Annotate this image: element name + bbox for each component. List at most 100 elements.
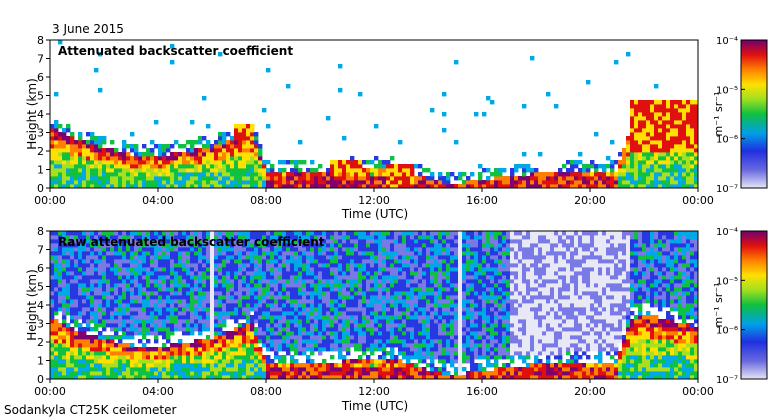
heatmap-cell xyxy=(354,303,359,308)
heatmap-cell xyxy=(70,367,75,372)
heatmap-cell xyxy=(238,359,243,364)
heatmap-cell xyxy=(350,231,355,236)
heatmap-cell xyxy=(158,295,163,300)
heatmap-cell xyxy=(194,371,199,376)
heatmap-cell xyxy=(178,263,183,268)
heatmap-cell xyxy=(270,295,275,300)
heatmap-cell xyxy=(238,176,243,181)
heatmap-cell xyxy=(50,124,55,129)
heatmap-cell xyxy=(374,124,379,129)
heatmap-cell xyxy=(326,239,331,244)
heatmap-cell xyxy=(414,164,419,169)
heatmap-cell xyxy=(78,152,83,157)
heatmap-cell xyxy=(214,140,219,145)
heatmap-cell xyxy=(646,124,651,129)
heatmap-cell xyxy=(202,315,207,320)
heatmap-cell xyxy=(98,295,103,300)
heatmap-cell xyxy=(638,108,643,113)
heatmap-cell xyxy=(342,259,347,264)
heatmap-cell xyxy=(266,239,271,244)
heatmap-cell xyxy=(154,319,159,324)
heatmap-cell xyxy=(90,347,95,352)
heatmap-cell xyxy=(270,367,275,372)
heatmap-cell xyxy=(206,184,211,188)
heatmap-cell xyxy=(610,160,615,165)
heatmap-cell xyxy=(178,283,183,288)
heatmap-cell xyxy=(78,235,83,240)
heatmap-cell xyxy=(230,283,235,288)
heatmap-cell xyxy=(254,275,259,280)
heatmap-cell xyxy=(626,52,631,57)
heatmap-cell xyxy=(138,307,143,312)
heatmap-cell xyxy=(494,176,499,181)
heatmap-cell xyxy=(158,148,163,153)
heatmap-cell xyxy=(658,160,663,165)
heatmap-cell xyxy=(414,295,419,300)
heatmap-cell xyxy=(346,247,351,252)
heatmap-cell xyxy=(74,231,79,236)
heatmap-cell xyxy=(86,243,91,248)
heatmap-cell xyxy=(214,231,219,236)
heatmap-cell xyxy=(178,371,183,376)
heatmap-cell xyxy=(534,180,539,185)
heatmap-cell xyxy=(558,184,563,188)
heatmap-cell xyxy=(70,239,75,244)
heatmap-cell xyxy=(206,124,211,129)
heatmap-cell xyxy=(226,140,231,145)
heatmap-cell xyxy=(426,335,431,340)
y-tick-label: 6 xyxy=(37,71,44,84)
heatmap-cell xyxy=(374,315,379,320)
heatmap-cell xyxy=(174,311,179,316)
heatmap-cell xyxy=(422,239,427,244)
heatmap-cell xyxy=(242,307,247,312)
heatmap-cell xyxy=(318,363,323,368)
heatmap-cell xyxy=(250,235,255,240)
heatmap-cell xyxy=(310,319,315,324)
heatmap-cell xyxy=(126,235,131,240)
heatmap-cell xyxy=(282,347,287,352)
heatmap-cell xyxy=(370,335,375,340)
heatmap-cell xyxy=(210,331,215,336)
heatmap-cell xyxy=(82,347,87,352)
heatmap-cell xyxy=(266,343,271,348)
heatmap-cell xyxy=(618,160,623,165)
heatmap-cell xyxy=(182,243,187,248)
heatmap-cell xyxy=(194,160,199,165)
heatmap-cell xyxy=(402,347,407,352)
heatmap-cell xyxy=(138,176,143,181)
heatmap-cell xyxy=(374,259,379,264)
heatmap-cell xyxy=(334,303,339,308)
heatmap-cell xyxy=(346,339,351,344)
heatmap-cell xyxy=(150,160,155,165)
heatmap-cell xyxy=(98,168,103,173)
heatmap-cell xyxy=(274,184,279,188)
heatmap-cell xyxy=(166,251,171,256)
heatmap-cell xyxy=(342,279,347,284)
heatmap-cell xyxy=(90,275,95,280)
heatmap-cell xyxy=(366,299,371,304)
heatmap-cell xyxy=(54,263,59,268)
heatmap-cell xyxy=(206,251,211,256)
heatmap-cell xyxy=(242,164,247,169)
heatmap-cell xyxy=(666,112,671,117)
heatmap-cell xyxy=(426,315,431,320)
heatmap-cell xyxy=(682,132,687,137)
heatmap-cell xyxy=(674,112,679,117)
heatmap-cell xyxy=(246,363,251,368)
heatmap-cell xyxy=(438,180,443,185)
heatmap-cell xyxy=(422,359,427,364)
heatmap-cell xyxy=(230,371,235,376)
heatmap-cell xyxy=(414,259,419,264)
heatmap-cell xyxy=(98,176,103,181)
heatmap-cell xyxy=(266,279,271,284)
heatmap-cell xyxy=(106,311,111,316)
heatmap-cell xyxy=(390,267,395,272)
heatmap-cell xyxy=(154,339,159,344)
heatmap-cell xyxy=(382,331,387,336)
heatmap-cell xyxy=(162,371,167,376)
heatmap-cell xyxy=(54,299,59,304)
heatmap-cell xyxy=(246,160,251,165)
heatmap-cell xyxy=(210,271,215,276)
heatmap-cell xyxy=(350,259,355,264)
heatmap-cell xyxy=(86,275,91,280)
